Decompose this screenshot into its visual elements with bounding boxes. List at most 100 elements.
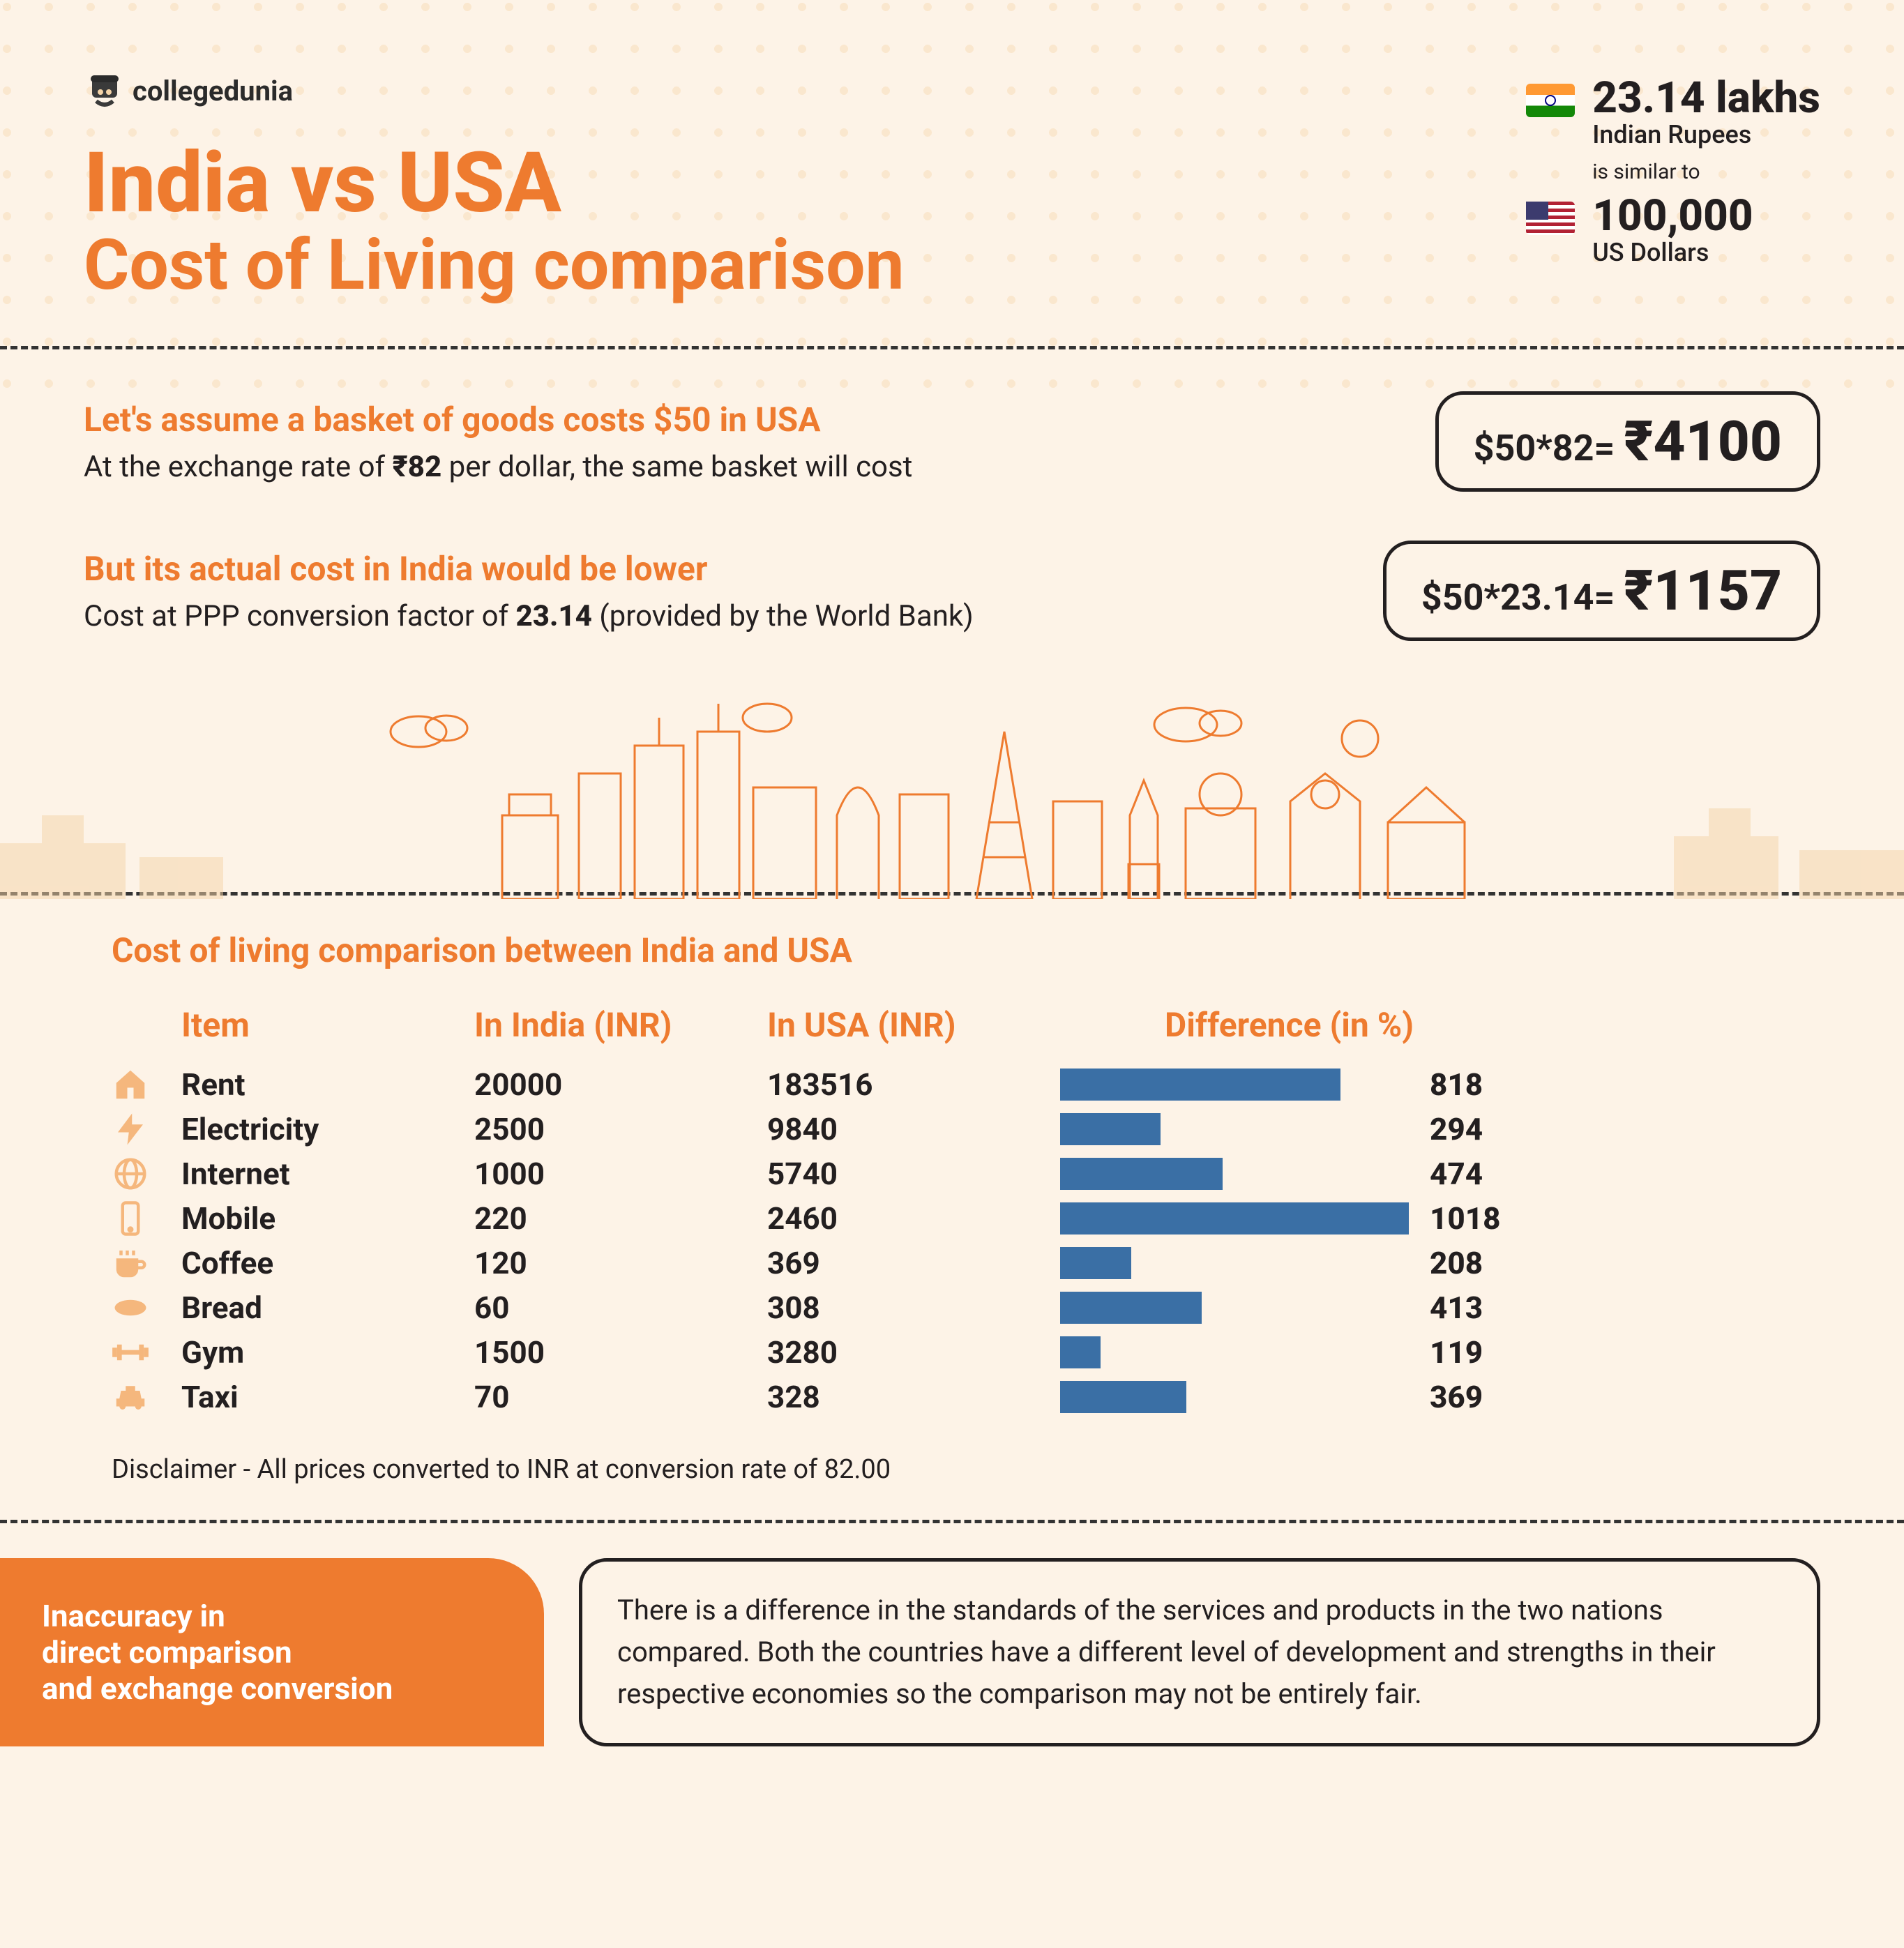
logo: collegedunia [84, 70, 905, 112]
currency-comparison: 23.14 lakhs Indian Rupees is similar to … [1526, 70, 1820, 278]
table-row: Rent20000183516 818 [84, 1062, 1820, 1107]
india-value: 120 [474, 1245, 767, 1281]
coffee-icon [112, 1244, 149, 1282]
table-row: Electricity25009840 294 [84, 1107, 1820, 1152]
usa-value: 183516 [767, 1066, 1060, 1103]
mobile-icon [112, 1200, 149, 1237]
diff-cell: 369 [1060, 1379, 1792, 1415]
th-diff: Difference (in %) [1060, 1005, 1792, 1045]
logo-text: collegedunia [133, 75, 293, 107]
usa-value: 369 [767, 1245, 1060, 1281]
bread-icon [112, 1289, 149, 1327]
diff-cell: 294 [1060, 1111, 1792, 1147]
table-row: Mobile2202460 1018 [84, 1196, 1820, 1241]
th-usa: In USA (INR) [767, 1005, 1060, 1045]
table-row: Coffee120369 208 [84, 1241, 1820, 1285]
footer-label: Inaccuracy in direct comparison and exch… [0, 1558, 544, 1746]
globe-icon [112, 1155, 149, 1193]
india-value: 70 [474, 1379, 767, 1415]
title-line1: India vs USA [84, 139, 905, 227]
usa-value: 3280 [767, 1334, 1060, 1371]
diff-bar [1060, 1158, 1223, 1190]
bolt-icon [112, 1110, 149, 1148]
diff-cell: 1018 [1060, 1200, 1792, 1237]
diff-value: 413 [1430, 1290, 1483, 1326]
item-name: Coffee [181, 1245, 474, 1281]
usa-unit: US Dollars [1592, 238, 1753, 267]
title-line2: Cost of Living comparison [84, 227, 905, 304]
item-name: Electricity [181, 1111, 474, 1147]
usa-value: 5740 [767, 1156, 1060, 1192]
home-icon [112, 1066, 149, 1103]
skyline-illustration [0, 690, 1904, 899]
diff-bar [1060, 1336, 1101, 1368]
item-name: Taxi [181, 1379, 474, 1415]
diff-value: 119 [1430, 1334, 1483, 1371]
cost-table: Item In India (INR) In USA (INR) Differe… [84, 998, 1820, 1419]
footer: Inaccuracy in direct comparison and exch… [84, 1558, 1820, 1746]
diff-cell: 474 [1060, 1156, 1792, 1192]
diff-bar [1060, 1202, 1409, 1235]
page-title: India vs USA Cost of Living comparison [84, 139, 905, 304]
calc2-text: Cost at PPP conversion factor of 23.14 (… [84, 599, 974, 633]
table-row: Gym15003280 119 [84, 1330, 1820, 1375]
item-name: Bread [181, 1290, 474, 1326]
diff-cell: 119 [1060, 1334, 1792, 1371]
table-row: Bread60308 413 [84, 1285, 1820, 1330]
header: collegedunia India vs USA Cost of Living… [84, 70, 1820, 304]
logo-icon [84, 70, 126, 112]
th-india: In India (INR) [474, 1005, 767, 1045]
diff-bar [1060, 1381, 1186, 1413]
usa-value: 2460 [767, 1200, 1060, 1237]
divider [0, 1520, 1904, 1523]
india-value: 1000 [474, 1156, 767, 1192]
dumbbell-icon [112, 1334, 149, 1371]
diff-cell: 818 [1060, 1066, 1792, 1103]
divider [0, 346, 1904, 349]
th-item: Item [181, 1005, 474, 1045]
india-unit: Indian Rupees [1592, 120, 1820, 149]
calc2-heading: But its actual cost in India would be lo… [84, 549, 974, 589]
table-row: Internet10005740 474 [84, 1152, 1820, 1196]
india-amount: 23.14 lakhs [1592, 77, 1820, 120]
cost-table-section: Cost of living comparison between India … [84, 930, 1820, 1485]
item-name: Mobile [181, 1200, 474, 1237]
diff-bar [1060, 1247, 1131, 1279]
taxi-icon [112, 1378, 149, 1416]
item-name: Internet [181, 1156, 474, 1192]
usa-value: 9840 [767, 1111, 1060, 1147]
calc1-result: $50*82= ₹4100 [1435, 391, 1820, 492]
india-value: 20000 [474, 1066, 767, 1103]
table-header: Item In India (INR) In USA (INR) Differe… [84, 998, 1820, 1052]
india-value: 60 [474, 1290, 767, 1326]
diff-value: 474 [1430, 1156, 1483, 1192]
footer-text: There is a difference in the standards o… [579, 1558, 1820, 1746]
diff-value: 208 [1430, 1245, 1483, 1281]
calc1-heading: Let's assume a basket of goods costs $50… [84, 400, 912, 439]
diff-value: 818 [1430, 1066, 1483, 1103]
diff-cell: 208 [1060, 1245, 1792, 1281]
india-value: 1500 [474, 1334, 767, 1371]
diff-value: 1018 [1430, 1200, 1501, 1237]
table-row: Taxi70328 369 [84, 1375, 1820, 1419]
calculation-section: Let's assume a basket of goods costs $50… [84, 391, 1820, 641]
item-name: Gym [181, 1334, 474, 1371]
usa-amount: 100,000 [1592, 195, 1753, 238]
india-value: 2500 [474, 1111, 767, 1147]
india-value: 220 [474, 1200, 767, 1237]
table-title: Cost of living comparison between India … [112, 930, 1820, 970]
usa-value: 328 [767, 1379, 1060, 1415]
calc1-text: At the exchange rate of ₹82 per dollar, … [84, 450, 912, 484]
usa-flag-icon [1526, 202, 1575, 235]
diff-value: 369 [1430, 1379, 1483, 1415]
similar-to-text: is similar to [1592, 160, 1820, 184]
item-name: Rent [181, 1066, 474, 1103]
india-flag-icon [1526, 84, 1575, 117]
diff-value: 294 [1430, 1111, 1483, 1147]
diff-bar [1060, 1069, 1340, 1101]
diff-cell: 413 [1060, 1290, 1792, 1326]
diff-bar [1060, 1292, 1202, 1324]
calc2-result: $50*23.14= ₹1157 [1383, 541, 1820, 641]
usa-value: 308 [767, 1290, 1060, 1326]
table-disclaimer: Disclaimer - All prices converted to INR… [112, 1454, 1792, 1485]
